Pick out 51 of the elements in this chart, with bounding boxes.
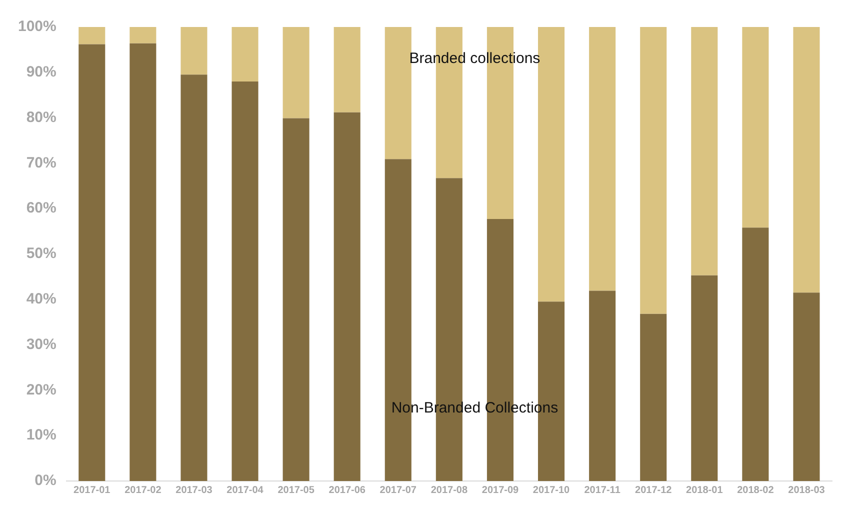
bar bbox=[334, 112, 360, 481]
bar bbox=[691, 27, 718, 276]
x-tick-label: 2017-02 bbox=[124, 484, 162, 496]
bar bbox=[742, 228, 769, 481]
x-tick-label: 2017-11 bbox=[584, 484, 621, 496]
bar bbox=[78, 44, 106, 481]
bar bbox=[180, 74, 208, 481]
bar bbox=[384, 27, 412, 160]
bar bbox=[130, 43, 156, 481]
y-tick-label: 70% bbox=[26, 154, 56, 172]
series-label: Branded collections bbox=[409, 50, 540, 67]
x-tick-label: 2018-02 bbox=[737, 484, 774, 496]
bar bbox=[538, 27, 565, 302]
x-tick-label: 2017-09 bbox=[482, 484, 520, 496]
bar bbox=[589, 290, 616, 481]
bar bbox=[130, 27, 156, 44]
y-tick-label: 40% bbox=[26, 290, 56, 308]
x-tick-label: 2017-01 bbox=[74, 484, 111, 496]
x-tick-label: 2017-10 bbox=[532, 484, 570, 496]
x-tick-label: 2018-03 bbox=[788, 484, 826, 496]
y-tick-label: 90% bbox=[26, 64, 56, 81]
x-tick-label: 2017-06 bbox=[328, 484, 366, 496]
bar bbox=[282, 27, 310, 118]
bar bbox=[793, 27, 820, 293]
x-tick-label: 2017-04 bbox=[226, 484, 264, 496]
bar bbox=[640, 27, 667, 314]
bar bbox=[282, 118, 310, 481]
bar bbox=[78, 27, 106, 44]
x-tick-label: 2017-07 bbox=[380, 484, 417, 496]
y-tick-label: 100% bbox=[18, 18, 56, 36]
y-tick-label: 0% bbox=[34, 472, 56, 490]
y-tick-label: 30% bbox=[26, 336, 56, 353]
y-tick-label: 50% bbox=[26, 245, 56, 262]
bar bbox=[232, 81, 258, 481]
x-tick-label: 2017-05 bbox=[278, 484, 315, 496]
x-tick-label: 2017-12 bbox=[635, 484, 672, 496]
bar bbox=[691, 275, 718, 481]
y-tick-label: 80% bbox=[26, 108, 56, 126]
y-tick-label: 10% bbox=[26, 426, 56, 444]
bar bbox=[589, 27, 616, 291]
x-tick-label: 2018-01 bbox=[686, 484, 724, 496]
bar bbox=[793, 292, 820, 481]
y-tick-label: 20% bbox=[26, 381, 56, 398]
bar bbox=[742, 27, 769, 228]
y-tick-label: 60% bbox=[26, 200, 56, 217]
bar bbox=[232, 27, 258, 82]
x-tick-label: 2017-08 bbox=[430, 484, 468, 496]
bar bbox=[180, 27, 208, 75]
bar bbox=[640, 314, 667, 481]
x-tick-label: 2017-03 bbox=[176, 484, 213, 496]
bar bbox=[334, 27, 360, 112]
